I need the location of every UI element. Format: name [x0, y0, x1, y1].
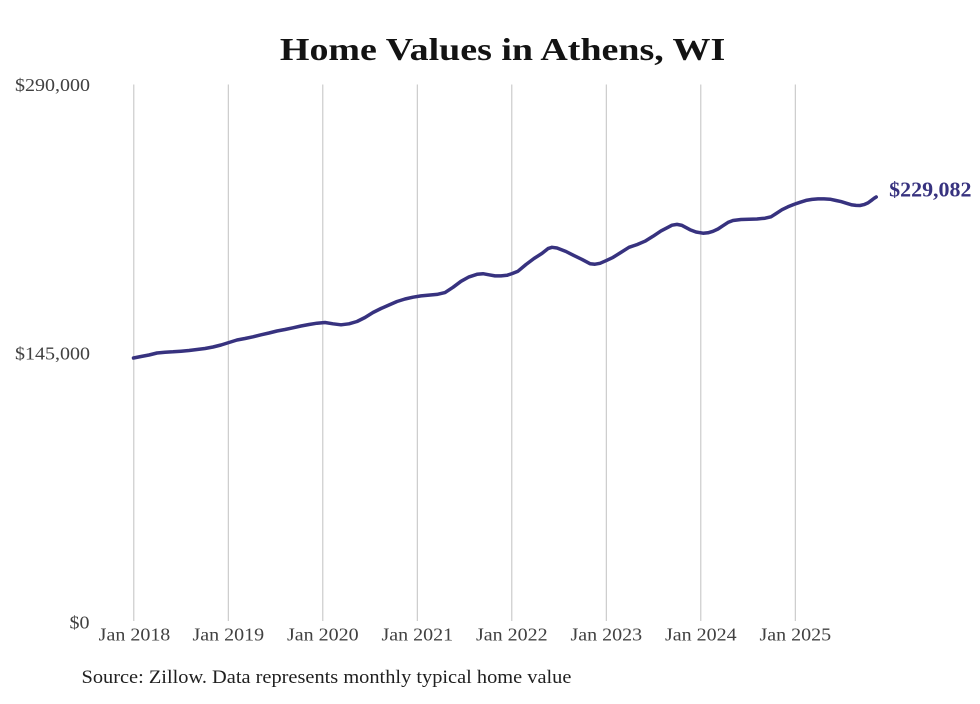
svg-text:Jan 2019: Jan 2019	[192, 625, 264, 645]
svg-text:$145,000: $145,000	[15, 345, 90, 365]
svg-text:Jan 2018: Jan 2018	[99, 625, 171, 645]
svg-text:Jan 2025: Jan 2025	[759, 625, 831, 645]
svg-text:Home Values in Athens, WI: Home Values in Athens, WI	[280, 32, 725, 67]
svg-text:Jan 2023: Jan 2023	[570, 625, 642, 645]
svg-text:$229,082: $229,082	[889, 178, 971, 201]
svg-text:Source: Zillow. Data represent: Source: Zillow. Data represents monthly …	[82, 666, 572, 687]
svg-text:$0: $0	[70, 613, 90, 633]
svg-text:Jan 2020: Jan 2020	[287, 625, 359, 645]
svg-text:Jan 2024: Jan 2024	[665, 625, 737, 645]
svg-text:Jan 2022: Jan 2022	[476, 625, 548, 645]
svg-text:$290,000: $290,000	[15, 76, 90, 96]
svg-text:Jan 2021: Jan 2021	[381, 625, 453, 645]
